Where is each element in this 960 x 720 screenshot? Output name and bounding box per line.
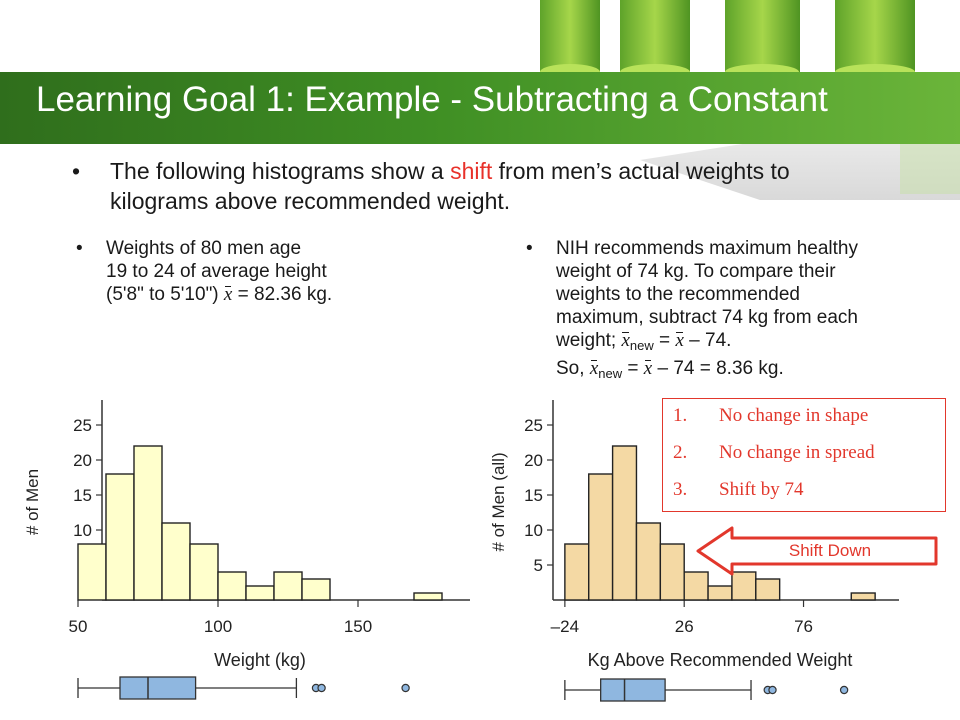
histogram-bar	[588, 473, 614, 601]
histogram-bar	[217, 571, 247, 601]
note-number: 1.	[673, 405, 688, 426]
x-tick-label: 26	[675, 617, 694, 636]
text-line: 19 to 24 of average height	[106, 261, 327, 282]
shift-down-label: Shift Down	[789, 541, 871, 560]
xbar-symbol: x	[643, 358, 653, 379]
histogram-bar	[755, 578, 781, 601]
x-tick-label: 76	[794, 617, 813, 636]
text-segment: weight;	[556, 330, 622, 351]
text-line: NIH recommends maximum healthy	[556, 238, 858, 259]
highlight-word: shift	[450, 158, 493, 184]
y-tick-label: 25	[73, 416, 92, 435]
x-tick-label: 100	[204, 617, 232, 636]
xbar-symbol: x	[675, 330, 684, 351]
boxplot-outlier	[317, 683, 326, 693]
x-tick-label: 50	[69, 617, 88, 636]
boxplot-outlier	[839, 685, 849, 695]
text-segment: So,	[556, 358, 590, 379]
note-item: 1. No change in shape	[673, 405, 868, 427]
text-line: (5'8" to 5'10") x = 82.36 kg.	[106, 283, 332, 306]
y-axis-label: # of Men (all)	[489, 452, 508, 551]
histogram-bar	[301, 578, 331, 601]
x-axis-label: Kg Above Recommended Weight	[588, 650, 853, 670]
text-line: So, xnew = x – 74 = 8.36 kg.	[556, 357, 858, 385]
histogram-bar	[731, 571, 757, 601]
text-segment: The following histograms show a	[110, 158, 451, 184]
text-segment: – 74 = 8.36 kg.	[652, 358, 784, 379]
y-tick-label: 10	[73, 521, 92, 540]
notes-box: 1. No change in shape 2. No change in spre…	[662, 398, 946, 512]
text-line: weight; xnew = x – 74.	[556, 329, 858, 357]
main-bullet-text: The following histograms show a shift fr…	[110, 156, 870, 216]
slide-title: Learning Goal 1: Example - Subtracting a…	[36, 80, 828, 119]
histogram-bar	[707, 585, 733, 601]
histogram-bar	[850, 592, 876, 601]
histogram-bar	[245, 585, 275, 601]
subscript-new: new	[598, 366, 623, 381]
histogram-bar	[77, 543, 107, 601]
y-tick-label: 20	[73, 451, 92, 470]
xbar-symbol: x	[589, 358, 599, 379]
boxplot-box	[600, 678, 666, 702]
histogram-bar	[413, 592, 443, 601]
histogram-bar	[564, 543, 590, 601]
y-tick-label: 5	[534, 556, 543, 575]
xbar-symbol: x	[223, 284, 233, 305]
note-item: 2. No change in spread	[673, 442, 875, 464]
text-line: Weights of 80 men age	[106, 238, 302, 259]
y-tick-label: 25	[524, 416, 543, 435]
text-segment: =	[622, 358, 644, 379]
histogram-bar	[683, 571, 709, 601]
x-axis-label: Weight (kg)	[214, 650, 306, 670]
text-segment: from men’s actual weights to kilograms a…	[110, 158, 790, 214]
bullet-dot: •	[72, 158, 81, 184]
boxplot-outlier	[401, 683, 410, 693]
histogram-bar	[189, 543, 219, 601]
left-bullet-text: Weights of 80 men age 19 to 24 of averag…	[106, 237, 332, 306]
histogram-bar	[273, 571, 303, 601]
subscript-new: new	[629, 338, 654, 353]
x-tick-label: –24	[551, 617, 579, 636]
text-line: weights to the recommended	[556, 284, 800, 305]
y-tick-label: 15	[524, 486, 543, 505]
histogram-bar	[105, 473, 135, 601]
boxplot-box	[119, 676, 197, 700]
note-number: 2.	[673, 442, 688, 463]
text-segment: (5'8" to 5'10")	[106, 284, 224, 305]
histogram-bar	[659, 543, 685, 601]
shift-down-arrow: Shift Down	[696, 526, 938, 576]
right-histogram-chart: 5 10 15 20 25 –24 26 76 # of Men (all) Kg Above R…	[489, 400, 899, 702]
histogram-bar	[635, 522, 662, 601]
bullet-dot: •	[526, 238, 533, 259]
note-text: No change in spread	[719, 442, 875, 463]
boxplot-outlier	[768, 685, 777, 695]
text-segment: =	[653, 330, 676, 351]
title-bar	[0, 72, 960, 144]
histogram-bar	[611, 445, 638, 601]
text-line: maximum, subtract 74 kg from each	[556, 307, 858, 328]
note-item: 3. Shift by 74	[673, 479, 803, 501]
note-text: No change in shape	[719, 405, 869, 426]
text-segment: = 82.36 kg.	[232, 284, 333, 305]
y-tick-label: 10	[524, 521, 543, 540]
histogram-bar	[133, 445, 163, 601]
xbar-symbol: x	[621, 330, 630, 351]
right-bullet-text: NIH recommends maximum healthy weight of…	[556, 237, 858, 385]
histogram-bar	[161, 522, 191, 601]
bullet-dot: •	[76, 238, 83, 259]
note-number: 3.	[673, 479, 688, 500]
text-line: weight of 74 kg. To compare their	[556, 261, 836, 282]
text-segment: – 74.	[683, 330, 732, 351]
note-text: Shift by 74	[719, 479, 804, 500]
x-tick-label: 150	[344, 617, 372, 636]
y-tick-label: 20	[524, 451, 543, 470]
y-axis-label: # of Men	[23, 469, 42, 535]
y-tick-label: 15	[73, 486, 92, 505]
